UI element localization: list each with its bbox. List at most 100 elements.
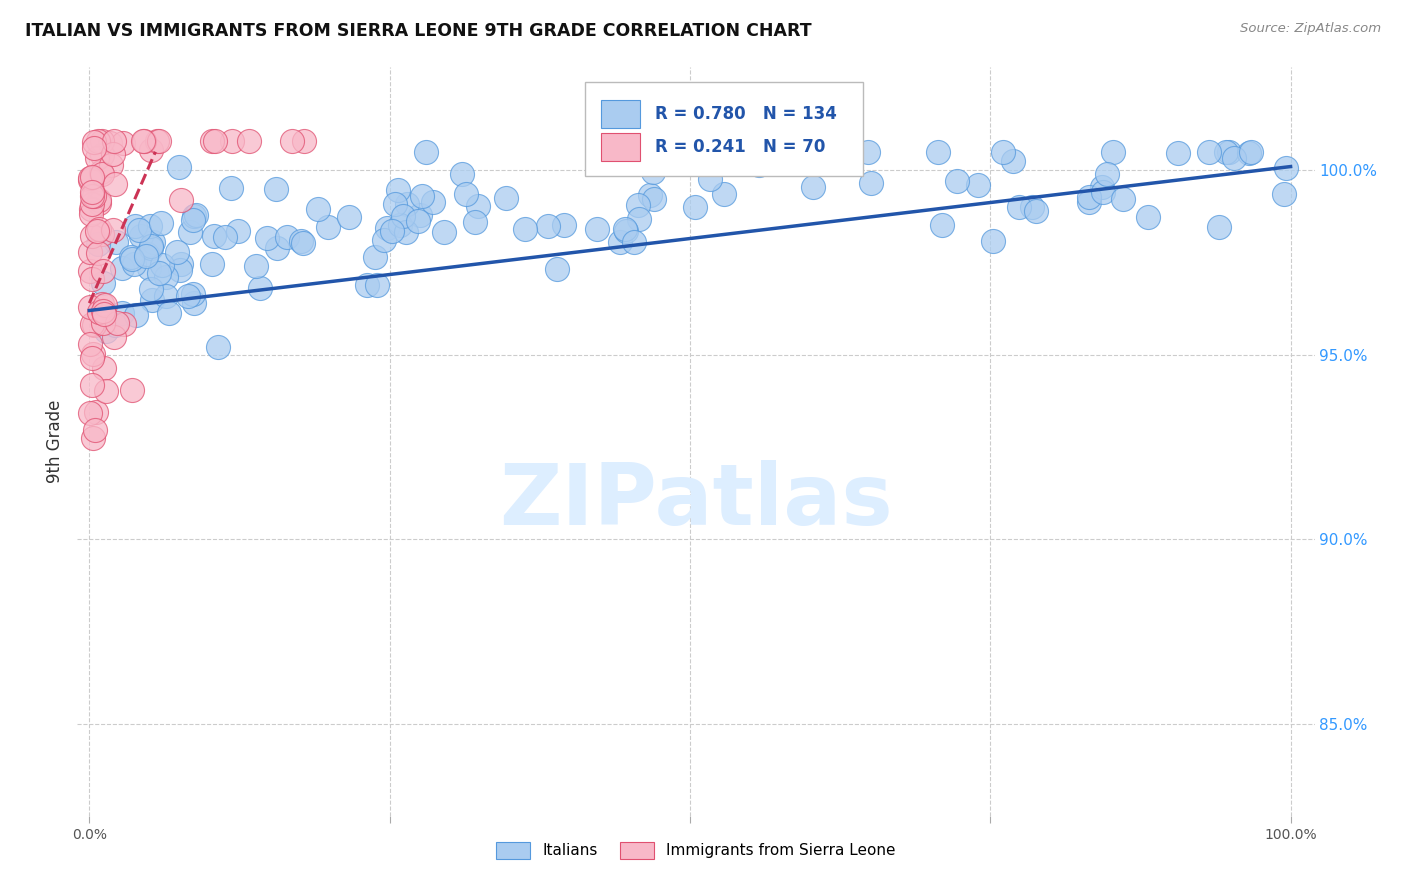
Point [422, 195, 444, 210]
Point [395, 197, 418, 211]
Point [131, 228, 153, 243]
Point [90, 134, 112, 148]
Point [627, 211, 650, 226]
Point [748, 158, 770, 172]
Point [82, 229, 104, 244]
Point [363, 250, 385, 264]
Point [1077, 195, 1099, 210]
Point [103, 329, 125, 343]
Point [495, 191, 517, 205]
Point [170, 193, 193, 207]
Point [91, 264, 114, 278]
Point [1274, 161, 1296, 175]
Point [170, 257, 193, 271]
Point [93, 361, 115, 376]
Point [104, 177, 127, 191]
Point [381, 224, 404, 238]
Point [111, 261, 134, 276]
Point [120, 251, 142, 265]
Point [141, 293, 163, 308]
Point [80, 318, 103, 332]
Point [79, 173, 101, 187]
Point [83, 135, 105, 149]
Point [91, 147, 114, 161]
Point [79, 263, 101, 277]
Point [1097, 167, 1119, 181]
Point [280, 134, 302, 148]
Point [1218, 145, 1240, 159]
Point [103, 147, 125, 161]
Point [79, 171, 101, 186]
Point [139, 241, 162, 255]
Point [80, 186, 103, 200]
Bar [600, 100, 640, 128]
Point [858, 145, 880, 159]
Point [384, 197, 406, 211]
Point [643, 165, 665, 179]
Point [832, 145, 855, 159]
Point [375, 221, 398, 235]
Point [135, 247, 157, 261]
Point [389, 219, 412, 233]
Point [98, 136, 121, 151]
Point [132, 134, 155, 148]
Point [84, 405, 107, 419]
Point [409, 208, 432, 222]
Point [392, 209, 415, 223]
Point [415, 145, 437, 159]
Point [93, 297, 115, 311]
Point [276, 230, 298, 244]
Point [1001, 153, 1024, 168]
Point [1208, 219, 1230, 234]
Point [1078, 189, 1101, 203]
Point [356, 277, 378, 292]
Point [316, 219, 339, 234]
Point [148, 266, 170, 280]
Point [104, 235, 127, 249]
Point [221, 134, 243, 148]
Point [683, 200, 706, 214]
Point [773, 148, 796, 162]
Point [967, 178, 990, 192]
Point [201, 257, 224, 271]
Point [142, 235, 165, 249]
Text: ITALIAN VS IMMIGRANTS FROM SIERRA LEONE 9TH GRADE CORRELATION CHART: ITALIAN VS IMMIGRANTS FROM SIERRA LEONE … [25, 22, 811, 40]
Point [86, 151, 108, 165]
FancyBboxPatch shape [585, 82, 863, 176]
Point [266, 241, 288, 255]
Point [87, 236, 110, 251]
Point [515, 221, 537, 235]
Point [90, 164, 112, 178]
Point [387, 183, 409, 197]
Point [204, 134, 226, 148]
Point [166, 245, 188, 260]
Point [614, 224, 637, 238]
Point [1091, 180, 1114, 194]
Point [139, 219, 162, 234]
Point [801, 180, 824, 194]
Point [94, 324, 117, 338]
Point [112, 317, 135, 331]
Point [89, 305, 111, 319]
Point [121, 252, 143, 266]
Point [124, 257, 146, 271]
Point [87, 246, 110, 260]
Point [1166, 145, 1188, 160]
Point [464, 214, 486, 228]
Point [373, 233, 395, 247]
Point [121, 383, 143, 397]
Point [80, 170, 103, 185]
Point [80, 351, 103, 366]
Point [82, 272, 104, 286]
Point [638, 188, 661, 202]
Point [80, 377, 103, 392]
Point [291, 236, 314, 251]
Point [411, 189, 433, 203]
Point [93, 307, 115, 321]
Point [100, 158, 122, 172]
Point [124, 219, 146, 234]
Point [169, 263, 191, 277]
Point [1025, 204, 1047, 219]
Point [169, 161, 191, 175]
Point [1198, 145, 1220, 159]
